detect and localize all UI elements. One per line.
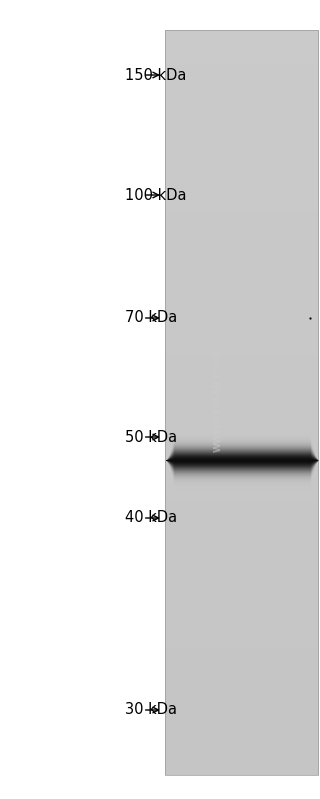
Bar — [165, 30, 318, 775]
Text: 50 kDa: 50 kDa — [125, 430, 177, 444]
Text: WWW.PTGLAB.COM: WWW.PTGLAB.COM — [214, 353, 223, 452]
Text: 100 kDa: 100 kDa — [125, 188, 186, 202]
Text: 150 kDa: 150 kDa — [125, 67, 186, 82]
Text: 70 kDa: 70 kDa — [125, 311, 177, 325]
Text: 40 kDa: 40 kDa — [125, 511, 177, 526]
Text: 30 kDa: 30 kDa — [125, 702, 177, 718]
